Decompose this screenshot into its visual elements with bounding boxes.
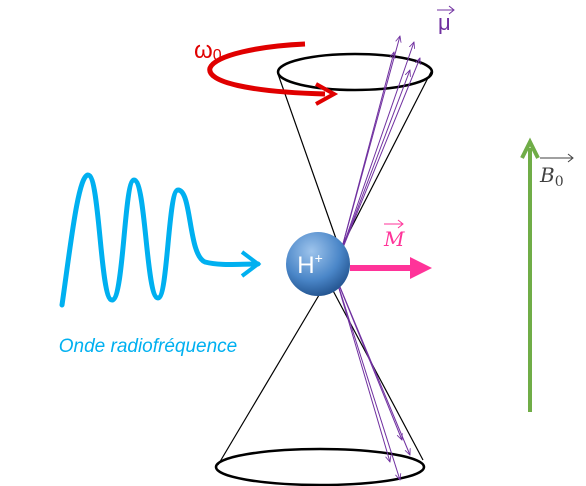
wave-label: Onde radiofréquence	[59, 336, 238, 357]
mu-label: μ	[438, 10, 451, 35]
magnetization-label: M	[383, 227, 405, 251]
field-label: B0	[539, 163, 564, 190]
magnetization-vector-arrow	[384, 219, 404, 229]
proton	[286, 232, 350, 296]
moment-arrows	[334, 36, 420, 480]
wave-arrowhead	[240, 250, 262, 278]
rotation-arc	[207, 41, 326, 97]
field-arrowhead	[520, 137, 540, 159]
cones	[214, 52, 434, 486]
proton-label: H+	[297, 250, 323, 279]
omega-label: ω0	[194, 37, 222, 64]
field-vector-arrow	[540, 153, 574, 163]
wave	[59, 172, 261, 308]
magnetization-arrowhead	[410, 257, 432, 279]
rotation-arrowhead	[315, 82, 339, 106]
mu-vector-arrow	[437, 5, 455, 15]
